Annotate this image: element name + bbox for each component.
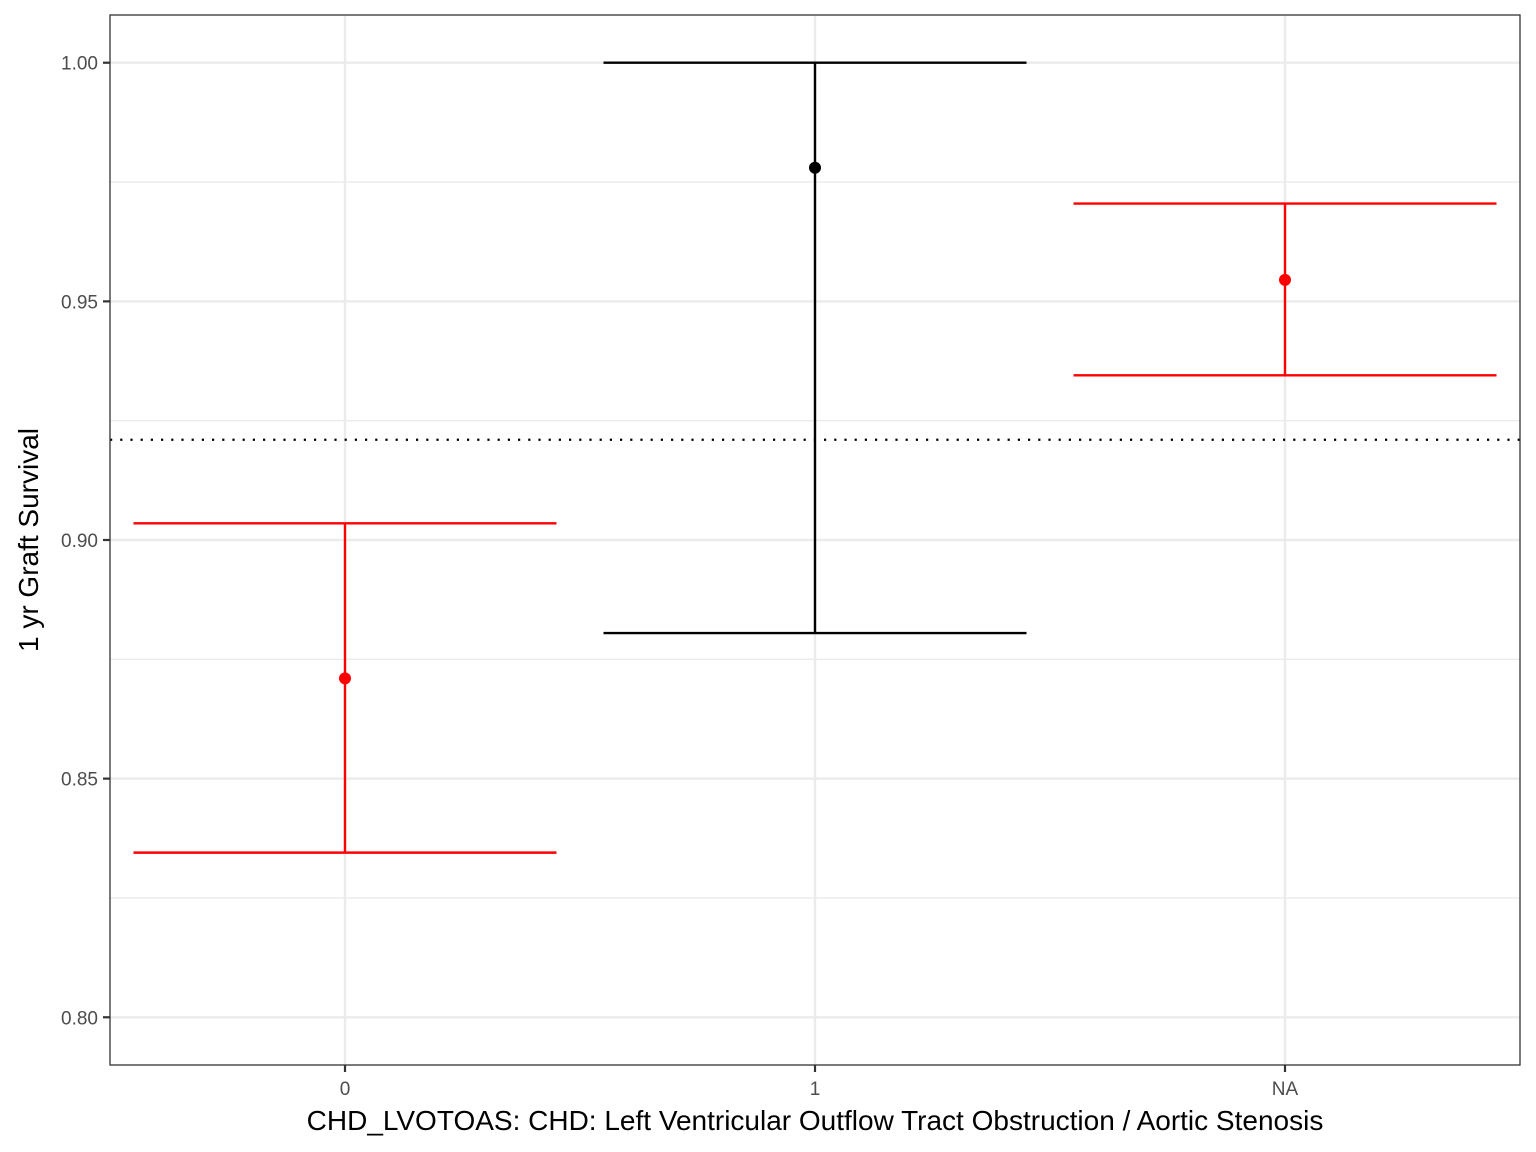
point-estimate xyxy=(809,161,821,174)
point-estimate xyxy=(1279,273,1291,286)
error-bars xyxy=(133,61,1497,854)
x-axis: 0 1 NA xyxy=(340,1065,1299,1100)
y-axis-title: 1 yr Graft Survival xyxy=(13,428,44,652)
error-bar-NA xyxy=(1073,202,1497,377)
x-tick-label: NA xyxy=(1272,1079,1299,1100)
y-axis: 0.80 0.85 0.90 0.95 1.00 xyxy=(61,54,110,1029)
x-tick-label: 0 xyxy=(340,1079,351,1100)
x-axis-title: CHD_LVOTOAS: CHD: Left Ventricular Outfl… xyxy=(307,1105,1324,1136)
y-tick-label: 0.90 xyxy=(61,531,98,552)
y-tick-label: 1.00 xyxy=(61,54,98,75)
error-bar-0 xyxy=(133,522,557,854)
point-estimate xyxy=(339,672,351,685)
y-tick-label: 0.95 xyxy=(61,292,98,313)
y-tick-label: 0.80 xyxy=(61,1008,98,1029)
y-tick-label: 0.85 xyxy=(61,770,98,791)
error-bar-1 xyxy=(603,61,1027,635)
x-tick-label: 1 xyxy=(810,1079,821,1100)
